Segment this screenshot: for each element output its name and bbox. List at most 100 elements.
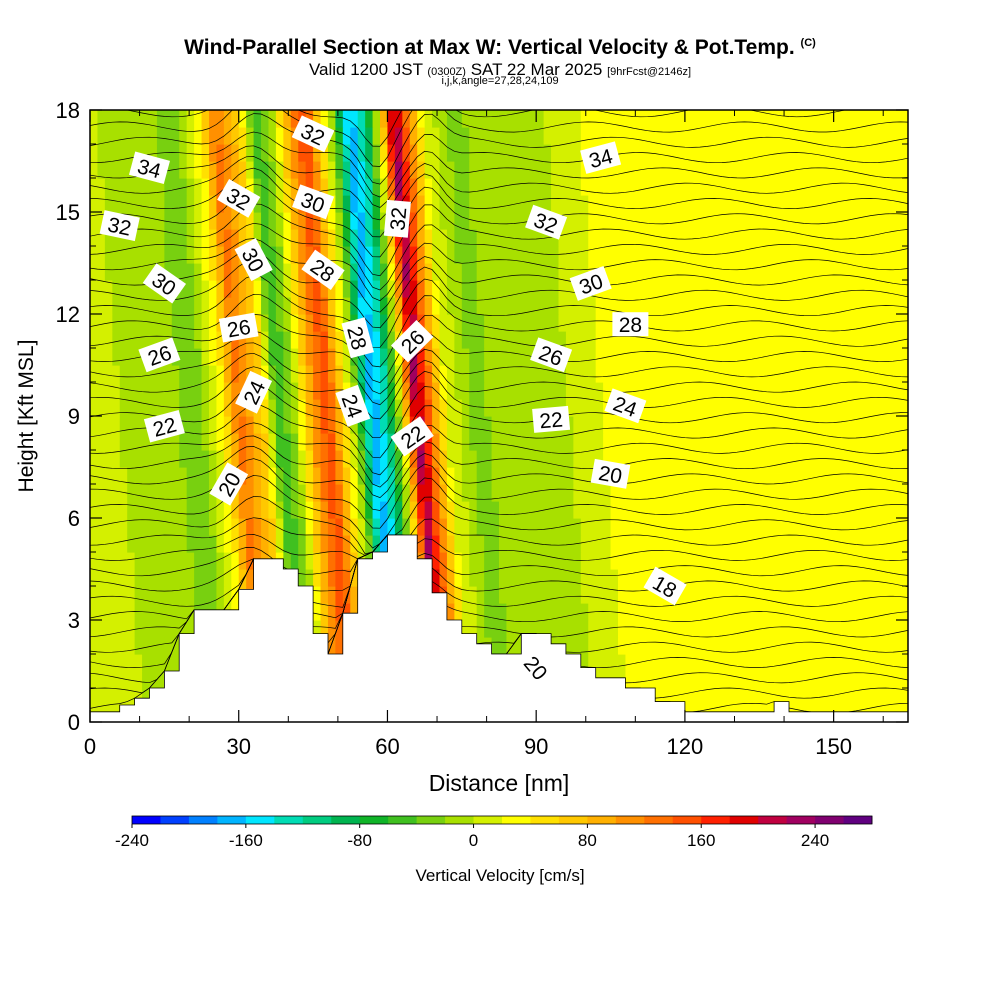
heat-cell [208,178,218,196]
heat-cell [119,671,128,689]
heat-cell [365,127,374,145]
heat-cell [833,314,842,332]
heat-cell [736,637,745,655]
heat-cell [365,229,374,247]
heat-cell [357,433,366,451]
theta-contour-line [90,422,908,488]
heat-cell [632,484,641,502]
heat-cell [432,110,441,128]
heat-cell [551,518,560,536]
heat-cell [90,603,99,621]
heat-cell [342,501,351,519]
heat-cell [588,586,597,604]
heat-cell [751,314,760,332]
heat-cell [454,127,463,145]
heat-cell [208,314,218,332]
heat-cell [350,144,359,162]
heat-cell [357,501,366,519]
heat-cell [469,127,478,145]
heat-cell [551,144,560,162]
heat-cell [119,552,128,570]
heat-cell [513,246,522,264]
heat-cell [789,603,798,621]
heat-cell [513,348,522,366]
heat-cell [476,263,485,281]
heat-cell [112,688,121,706]
heat-cell [469,535,478,553]
heat-cell [692,365,701,383]
heat-cell [885,671,894,689]
heat-cell [454,484,463,502]
heat-cell [848,399,857,417]
heat-cell [692,229,701,247]
heat-cell [469,467,478,485]
heat-cell [112,552,121,570]
heat-cell [632,569,641,587]
heat-cell [513,416,522,434]
heat-cell [461,212,470,230]
heat-cell [677,246,686,264]
heat-cell [684,127,693,145]
heat-cell [818,416,827,434]
heat-cell [789,348,798,366]
heat-cell [551,110,560,128]
heat-cell [588,178,597,196]
heat-cell [476,331,485,349]
heat-cell [246,297,255,315]
heat-cell [841,263,850,281]
heat-cell [863,110,872,128]
heat-cell [670,552,679,570]
heat-cell [558,314,567,332]
heat-cell [833,297,842,315]
heat-cell [484,195,493,213]
heat-cell [97,688,106,706]
heat-cell [216,297,225,315]
heat-cell [893,195,902,213]
heat-cell [104,229,113,247]
heat-cell [186,535,195,553]
heat-cell [149,620,158,638]
heat-cell [521,246,530,264]
heat-cell [350,433,359,451]
heat-cell [499,365,508,383]
heat-cell [588,416,597,434]
heat-cell [208,416,218,434]
heat-cell [335,586,344,604]
heat-cell [350,178,359,196]
heat-cell [90,637,99,655]
heat-cell [647,501,656,519]
heat-cell [275,348,284,366]
heat-cell [528,382,537,400]
heat-cell [803,518,812,536]
heat-cell [699,484,708,502]
heat-cell [699,552,708,570]
heat-cell [744,280,753,298]
colorbar-tick-label: 240 [801,831,829,850]
heat-cell [841,144,850,162]
heat-cell [446,569,455,587]
heat-cell [380,212,389,230]
heat-cell [261,144,270,162]
heat-cell [632,161,641,179]
heat-cell [149,433,158,451]
heat-cell [684,620,693,638]
heat-cell [736,229,745,247]
heat-cell [789,467,798,485]
heat-cell [662,178,671,196]
heat-cell [484,246,493,264]
heat-cell [573,569,582,587]
heat-cell [335,484,344,502]
heat-cell [900,246,908,264]
x-tick-label: 60 [375,734,399,759]
heat-cell [499,144,508,162]
heat-cell [142,110,151,128]
heat-cell [714,688,723,706]
heat-cell [707,399,716,417]
heat-cell [595,416,604,434]
heat-cell [402,501,411,519]
heat-cell [558,127,567,145]
heat-cell [387,144,396,162]
heat-cell [885,688,894,706]
heat-cell [878,603,887,621]
heat-cell [707,178,716,196]
